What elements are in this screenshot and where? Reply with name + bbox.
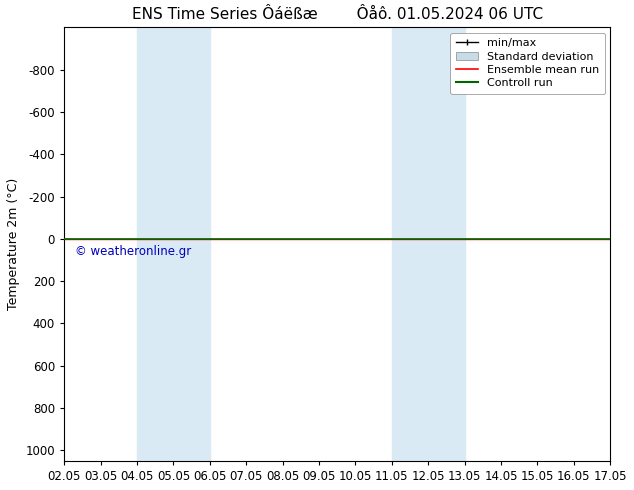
- Legend: min/max, Standard deviation, Ensemble mean run, Controll run: min/max, Standard deviation, Ensemble me…: [450, 33, 605, 94]
- Text: © weatheronline.gr: © weatheronline.gr: [75, 245, 191, 258]
- Bar: [137, 27, 210, 461]
- Y-axis label: Temperature 2m (°C): Temperature 2m (°C): [7, 178, 20, 310]
- Bar: [392, 27, 465, 461]
- Title: ENS Time Series Ôáëßæ        Ôåô. 01.05.2024 06 UTC: ENS Time Series Ôáëßæ Ôåô. 01.05.2024 06…: [132, 7, 543, 22]
